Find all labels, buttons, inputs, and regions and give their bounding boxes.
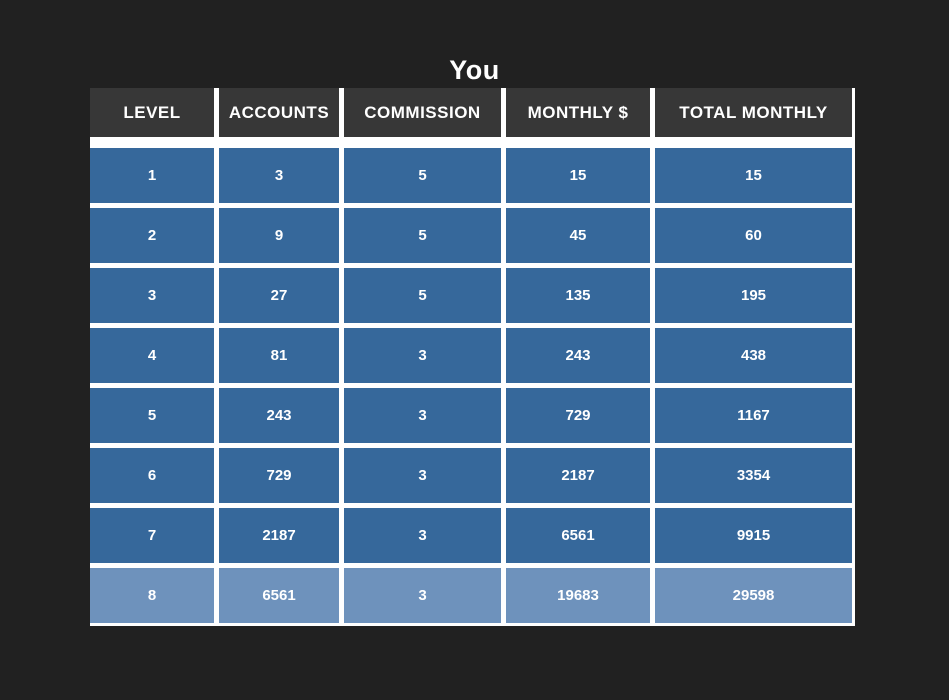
table-cell: 3 — [90, 268, 214, 323]
table-cell: 243 — [506, 328, 650, 383]
table-cell: 3 — [344, 448, 501, 503]
table-cell: 243 — [219, 388, 339, 443]
column-header: TOTAL MONTHLY — [655, 88, 852, 137]
table-cell: 8 — [90, 568, 214, 623]
column-header: ACCOUNTS — [219, 88, 339, 137]
table-cell: 3 — [219, 148, 339, 203]
column-header: MONTHLY $ — [506, 88, 650, 137]
table-cell: 9 — [219, 208, 339, 263]
table-cell: 135 — [506, 268, 650, 323]
table-cell: 3 — [344, 568, 501, 623]
table-cell: 2187 — [219, 508, 339, 563]
compensation-table: LEVEL ACCOUNTS COMMISSION MONTHLY $ TOTAL MO… — [90, 88, 855, 626]
table-cell: 2187 — [506, 448, 650, 503]
table-cell: 4 — [90, 328, 214, 383]
table-cell: 729 — [219, 448, 339, 503]
table-cell: 3 — [344, 328, 501, 383]
table-cell: 60 — [655, 208, 852, 263]
table-cell: 2 — [90, 208, 214, 263]
table-cell: 5 — [344, 268, 501, 323]
table-cell: 438 — [655, 328, 852, 383]
table-cell: 5 — [344, 148, 501, 203]
table-cell: 15 — [506, 148, 650, 203]
table-cell: 6561 — [219, 568, 339, 623]
table-cell: 6 — [90, 448, 214, 503]
table-cell: 1 — [90, 148, 214, 203]
table-cell: 15 — [655, 148, 852, 203]
table-cell: 1167 — [655, 388, 852, 443]
column-header: LEVEL — [90, 88, 214, 137]
table-cell: 27 — [219, 268, 339, 323]
table-cell: 45 — [506, 208, 650, 263]
table-cell: 9915 — [655, 508, 852, 563]
page-title: You — [449, 55, 500, 85]
column-header: COMMISSION — [344, 88, 501, 137]
table-cell: 5 — [90, 388, 214, 443]
table-cell: 5 — [344, 208, 501, 263]
table-cell: 6561 — [506, 508, 650, 563]
table-cell: 19683 — [506, 568, 650, 623]
table-cell: 7 — [90, 508, 214, 563]
table-cell: 3354 — [655, 448, 852, 503]
table-cell: 29598 — [655, 568, 852, 623]
table-cell: 3 — [344, 388, 501, 443]
table-cell: 729 — [506, 388, 650, 443]
table-cell: 81 — [219, 328, 339, 383]
table-cell: 3 — [344, 508, 501, 563]
table-cell: 195 — [655, 268, 852, 323]
